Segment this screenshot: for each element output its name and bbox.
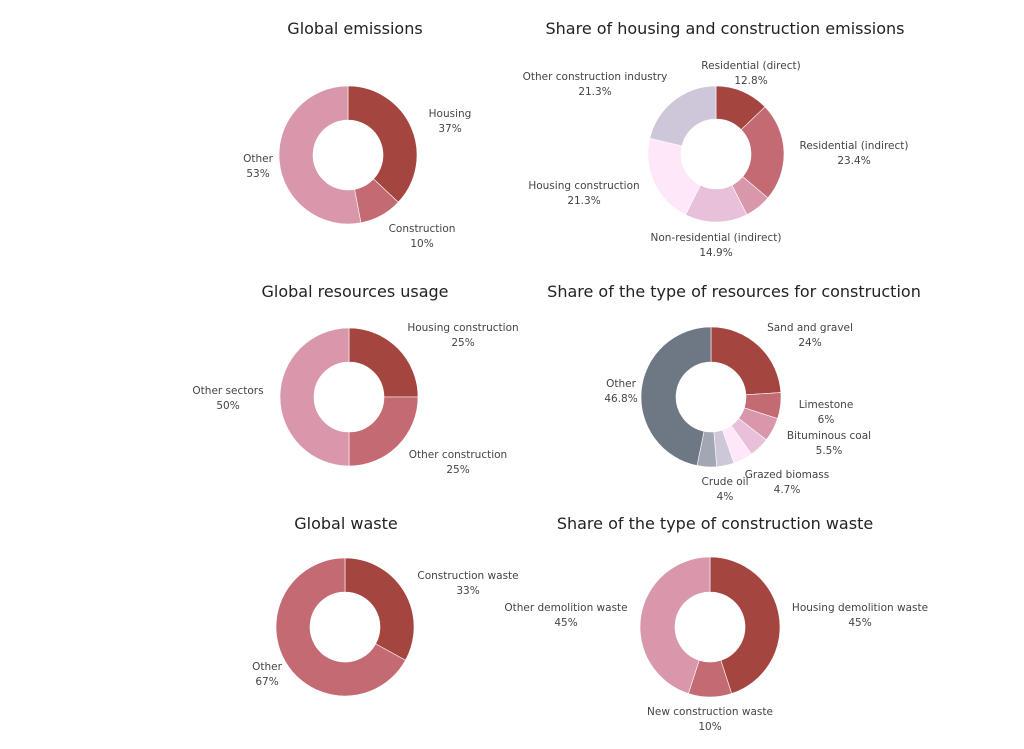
slice-label: Grazed biomass 4.7% [745,469,829,496]
slice-label: Other sectors 50% [192,385,263,412]
donut-slice [348,396,419,467]
donut-slice [275,557,406,697]
donut-slice [710,326,782,396]
slice-label: Other 46.8% [604,378,637,405]
donut-slice [279,327,350,467]
chart-title: Share of the type of resources for const… [547,282,921,301]
slice-label: Housing demolition waste 45% [792,602,928,629]
donut-slice [348,327,419,398]
slice-label: Residential (direct) 12.8% [701,60,800,87]
slice-label: Construction 10% [389,223,456,250]
chart-housing-construction-emissions: Share of housing and construction emissi… [523,19,909,259]
donut-slice [649,85,717,147]
slice-label: Other construction 25% [409,449,507,476]
slice-label: Other 67% [252,661,282,688]
slice-label: Bituminous coal 5.5% [787,430,871,457]
donut-slices [640,326,782,468]
chart-global-emissions: Global emissions Housing 37% Construction… [243,19,471,250]
donut-slice [278,85,362,225]
donut-slices [279,327,419,467]
chart-title: Share of the type of construction waste [557,514,873,533]
chart-title: Global waste [294,514,397,533]
chart-global-waste: Global waste Construction waste 33% Other… [252,514,519,697]
slice-label: Residential (indirect) 23.4% [800,140,909,167]
donut-slices [647,85,785,223]
donut-slice [344,557,415,661]
slice-label: New construction waste 10% [647,706,773,733]
slice-label: Construction waste 33% [417,570,518,597]
slice-label: Limestone 6% [799,399,854,426]
chart-resources-for-construction: Share of the type of resources for const… [547,282,921,503]
slice-label: Non-residential (indirect) 14.9% [651,232,782,259]
chart-title: Share of housing and construction emissi… [545,19,904,38]
donut-slice [639,556,711,694]
slice-label: Sand and gravel 24% [767,322,853,349]
donut-slices [278,85,418,225]
chart-global-resources-usage: Global resources usage Housing construct… [192,282,518,476]
donut-slices [275,557,415,697]
chart-construction-waste: Share of the type of construction waste … [504,514,928,733]
chart-title: Global emissions [287,19,422,38]
slice-label: Housing construction 21.3% [528,180,639,207]
slice-label: Other 53% [243,153,273,180]
chart-title: Global resources usage [261,282,448,301]
donut-slices [639,556,781,698]
donut-slice [347,85,418,203]
slice-label: Other demolition waste 45% [504,602,627,629]
donut-slice [709,556,781,694]
slice-label: Other construction industry 21.3% [523,71,668,98]
slice-label: Crude oil 4% [701,476,748,503]
slice-label: Housing 37% [429,108,472,135]
slice-label: Housing construction 25% [407,322,518,349]
donut-slice [640,326,712,466]
